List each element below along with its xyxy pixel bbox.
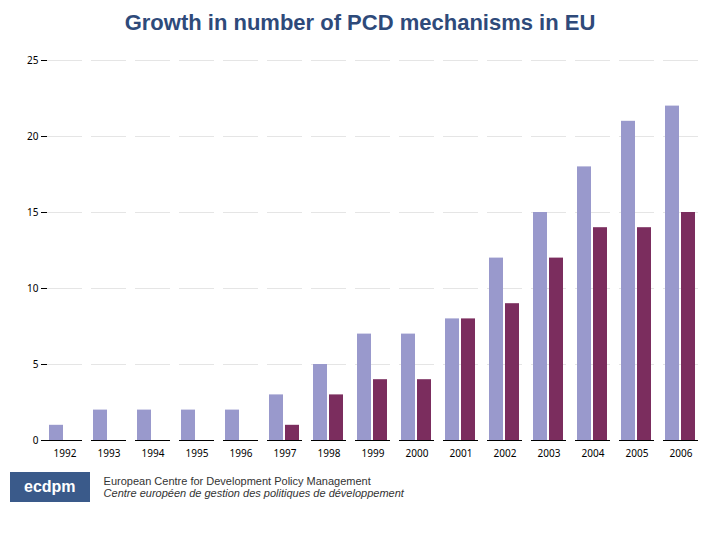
- svg-text:5: 5: [33, 357, 39, 371]
- svg-text:2003: 2003: [538, 446, 561, 460]
- html-text:Centre européen de gestion des: Centre européen de gestion des politique…: [103, 487, 404, 499]
- svg-text:25: 25: [27, 53, 39, 67]
- svg-text:1995: 1995: [186, 446, 209, 460]
- svg-text:1997: 1997: [274, 446, 297, 460]
- svg-text:1998: 1998: [318, 446, 341, 460]
- svg-text:1992: 1992: [54, 446, 77, 460]
- svg-text:15: 15: [27, 205, 39, 219]
- svg-text:2004: 2004: [582, 446, 605, 460]
- svg-text:1994: 1994: [142, 446, 165, 460]
- svg-text:1999: 1999: [362, 446, 385, 460]
- svg-text:2001: 2001: [450, 446, 473, 460]
- svg-text:2002: 2002: [494, 446, 517, 460]
- svg-text:1996: 1996: [230, 446, 253, 460]
- svg-text:2006: 2006: [670, 446, 693, 460]
- html-text:Growth in number of PCD mechan: Growth in number of PCD mechanisms in EU: [124, 10, 596, 35]
- html-text:ecdpm: ecdpm: [24, 478, 76, 495]
- svg-text:1993: 1993: [98, 446, 121, 460]
- svg-text:10: 10: [27, 281, 39, 295]
- svg-text:2000: 2000: [406, 446, 429, 460]
- svg-text:0: 0: [33, 433, 39, 447]
- svg-text:20: 20: [27, 129, 39, 143]
- html-text:European Centre for Developmen: European Centre for Development Policy M…: [103, 475, 371, 487]
- svg-text:2005: 2005: [626, 446, 649, 460]
